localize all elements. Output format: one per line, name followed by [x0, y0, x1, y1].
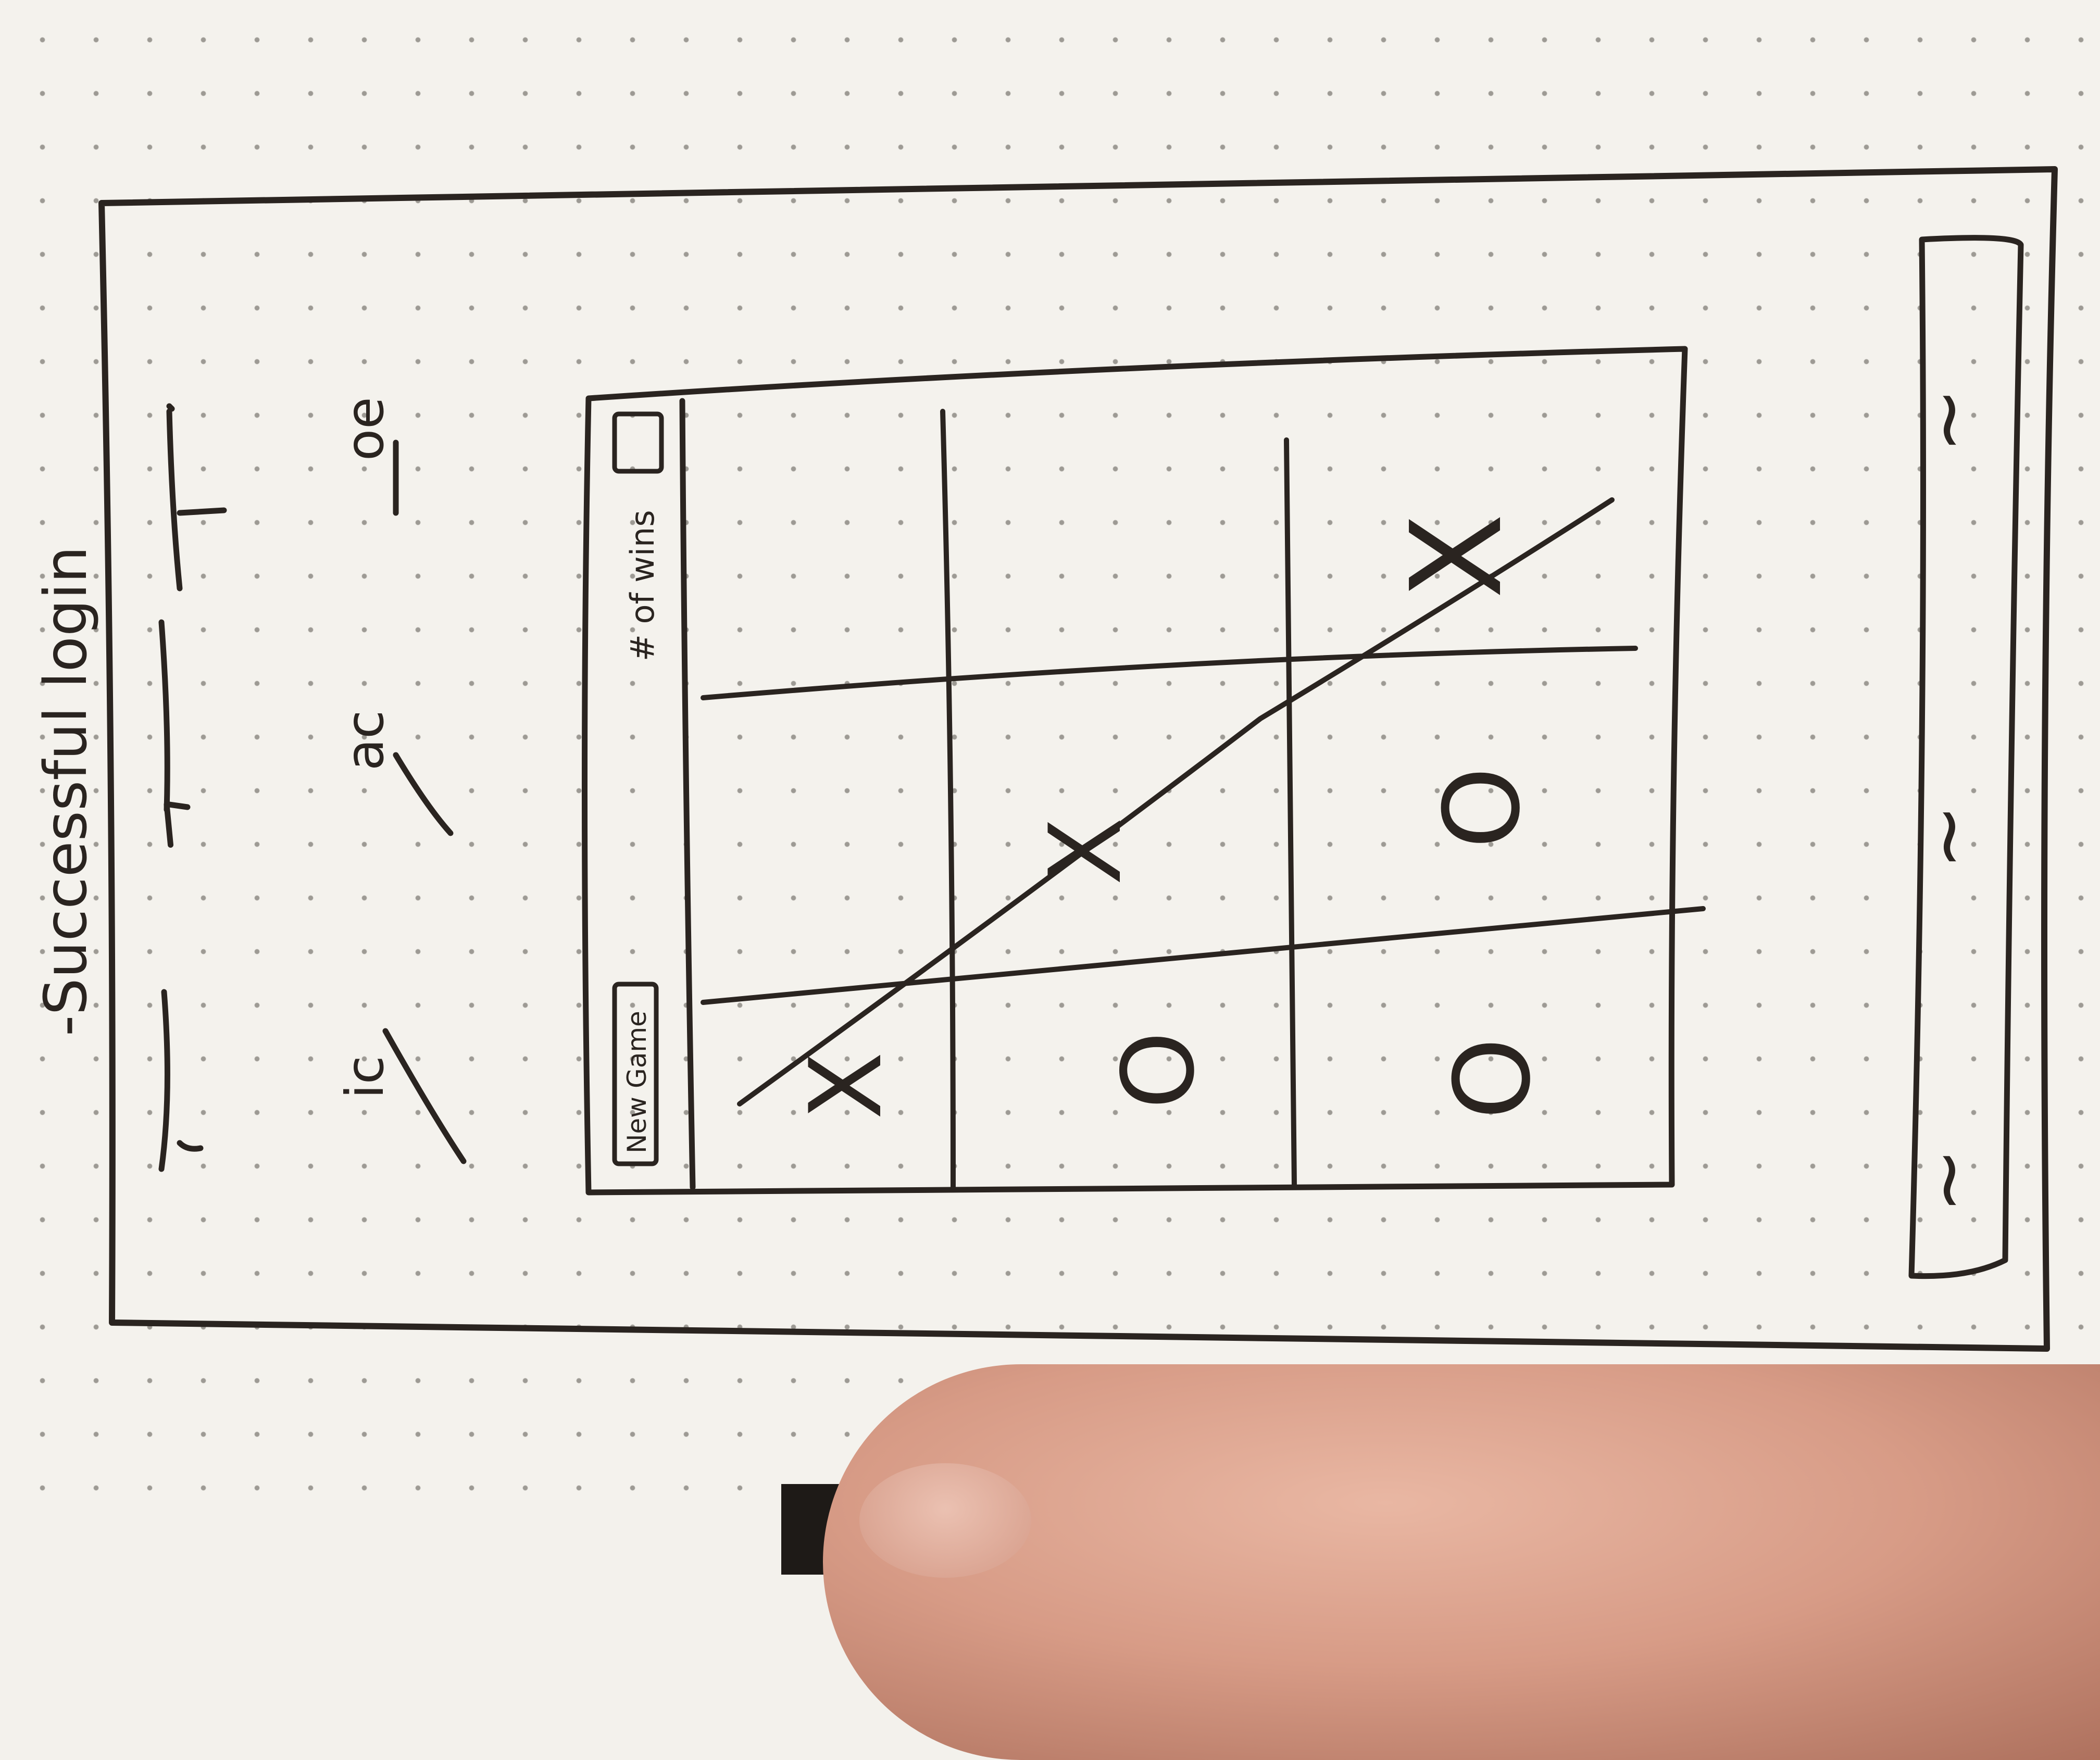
thumb [823, 1364, 2100, 1760]
svg-text:X: X [789, 1052, 904, 1120]
wireframe-sketch: -Successful login ic ac oe New Game # of… [32, 166, 2058, 1352]
game-card [582, 346, 1688, 1196]
logo-letters-oe: oe [334, 397, 395, 461]
svg-text:~: ~ [1902, 804, 1993, 870]
logo: ic ac oe [158, 397, 467, 1172]
new-game-button[interactable] [612, 982, 659, 1166]
board-cell-2-1[interactable]: O [1422, 767, 1543, 849]
svg-text:O: O [1422, 767, 1543, 849]
footer-link-2[interactable]: ~ [1902, 804, 1993, 870]
new-game-label: New Game [622, 1011, 652, 1153]
annotation-text: -Successful login [32, 546, 100, 1036]
footer-link-1[interactable]: ~ [1902, 1148, 1993, 1213]
svg-text:X: X [1384, 513, 1530, 599]
dot-grid-paper [0, 0, 2100, 1500]
phone-frame [98, 166, 2058, 1352]
svg-text:O: O [1432, 1038, 1554, 1120]
wins-count-box [612, 411, 664, 474]
svg-text:~: ~ [1902, 1148, 1993, 1213]
svg-text:O: O [1101, 1031, 1216, 1109]
wins-label: # of wins [623, 510, 661, 661]
board-cell-0-2[interactable]: X [1384, 513, 1530, 599]
game-board [701, 409, 1706, 1190]
toolbar-divider [679, 398, 696, 1190]
footer-link-3[interactable]: ~ [1902, 387, 1993, 453]
board-cell-2-0[interactable]: O [1432, 1038, 1554, 1120]
board-cell-1-0[interactable]: O [1101, 1031, 1216, 1109]
svg-text:~: ~ [1902, 387, 1993, 453]
winning-line [737, 497, 1615, 1107]
footer-bar [1908, 235, 2024, 1279]
logo-letters-ac: ac [334, 710, 395, 771]
thumb-nail [859, 1463, 1031, 1578]
board-cell-0-0[interactable]: X [789, 1052, 904, 1120]
logo-letters-ic: ic [334, 1055, 395, 1099]
